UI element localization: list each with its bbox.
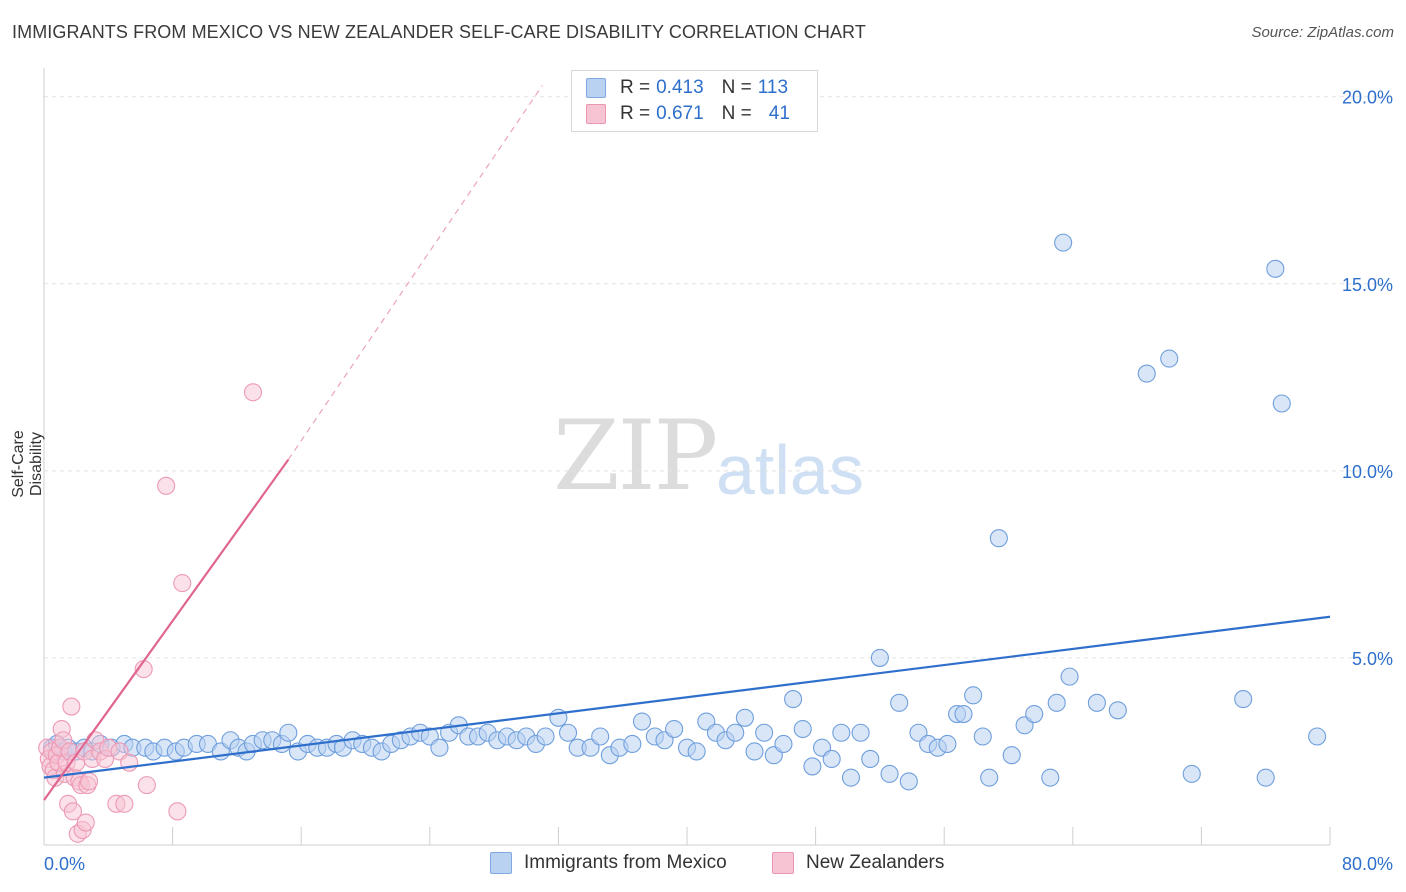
data-point-mexico [279,723,298,742]
data-point-nz [243,383,263,402]
data-point-mexico [687,742,706,761]
data-point-mexico [558,723,578,742]
data-point-mexico [1182,764,1201,783]
data-point-mexico [964,686,983,705]
nz-swatch [586,104,606,124]
data-point-mexico [1054,233,1073,252]
legend-item-nz: New Zealanders [772,852,944,874]
data-point-mexico [1002,746,1021,765]
r-value: 0.671 [656,103,704,124]
data-point-mexico [973,727,992,746]
source-label: Source: ZipAtlas.com [1251,24,1394,41]
data-point-mexico [1041,768,1060,787]
data-point-mexico [822,749,841,768]
data-point-mexico [1137,364,1156,383]
data-point-mexico [1308,727,1327,746]
data-point-mexico [870,648,889,667]
mexico-swatch [586,78,606,98]
data-point-mexico [536,727,555,746]
legend-label-nz: New Zealanders [806,852,945,873]
data-point-nz [115,794,134,813]
data-point-mexico [1060,667,1079,686]
x-tick-label: 80.0% [1342,854,1393,874]
chart-title: IMMIGRANTS FROM MEXICO VS NEW ZEALANDER … [12,22,866,42]
stats-legend: R = 0.413 N = 113 R = 0.671 N = 41 [571,70,818,132]
watermark-zip: ZIP [553,400,718,512]
data-point-mexico [745,742,764,761]
data-point-mexico [861,749,880,768]
stats-row-nz: R = 0.671 N = 41 [586,101,790,127]
data-point-mexico [591,727,610,746]
data-point-mexico [1087,693,1106,712]
mexico-legend-swatch [490,852,512,874]
data-point-mexico [832,723,851,742]
data-point-mexico [1047,693,1066,712]
data-point-nz [63,802,82,821]
data-point-nz [137,776,156,795]
data-point-mexico [880,764,899,783]
data-point-mexico [793,719,812,739]
data-point-nz [168,802,187,821]
data-point-mexico [755,723,774,742]
watermark-atlas: atlas [716,431,864,509]
data-point-mexico [1256,768,1275,787]
y-tick-label: 15.0% [1342,275,1393,295]
data-point-nz [157,476,176,495]
y-tick-label: 20.0% [1342,88,1393,108]
n-value: 113 [757,77,789,98]
data-point-mexico [954,704,973,724]
data-point-mexico [899,772,918,791]
data-point-mexico [1025,704,1044,724]
data-point-mexico [784,690,803,709]
y-tick-label: 5.0% [1352,649,1393,669]
n-value: 41 [768,103,790,124]
n-label: N = [721,103,752,124]
data-point-nz [62,697,81,716]
data-point-mexico [430,738,449,757]
nz-legend-swatch [772,852,794,874]
trend-line-mexico [43,615,1331,779]
data-point-mexico [989,529,1008,548]
data-point-mexico [980,768,999,787]
n-label: N = [721,77,752,98]
data-point-mexico [1108,701,1127,720]
data-point-mexico [1266,259,1285,278]
data-point-mexico [623,734,642,754]
stats-row-mexico: R = 0.413 N = 113 [586,75,788,101]
data-point-mexico [803,757,822,776]
data-point-nz [173,574,192,593]
data-point-mexico [851,723,870,742]
trend-line-nz [43,458,290,801]
y-tick-label: 10.0% [1342,462,1393,482]
data-point-mexico [726,723,745,742]
legend-label-mexico: Immigrants from Mexico [524,852,727,873]
data-point-mexico [632,712,652,731]
x-tick-label: 0.0% [44,854,85,874]
trend-extension-nz [287,85,543,460]
data-point-mexico [774,734,793,754]
data-point-mexico [665,719,684,739]
data-point-nz [76,813,95,832]
legend-item-mexico: Immigrants from Mexico [490,852,727,874]
data-point-mexico [890,693,909,712]
r-label: R = [620,77,651,98]
data-point-mexico [735,708,754,727]
data-point-mexico [1160,349,1179,368]
data-point-mexico [1272,394,1291,413]
data-point-mexico [841,768,861,787]
y-axis-label: Self-Care Disability [10,430,45,498]
data-point-mexico [1234,690,1253,709]
data-point-nz [79,772,99,791]
r-label: R = [620,103,651,124]
data-point-mexico [938,734,957,754]
r-value: 0.413 [656,77,704,98]
